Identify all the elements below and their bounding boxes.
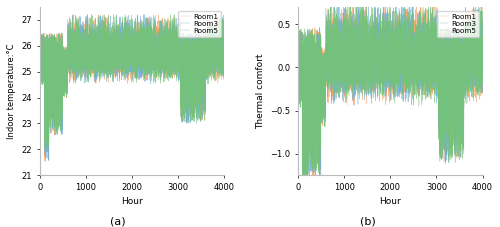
Room3 bbox=[206, 51, 212, 53]
Room3 bbox=[37, 62, 43, 65]
Room3 bbox=[374, 69, 380, 71]
Room1 bbox=[295, 63, 301, 65]
Room3 bbox=[171, 38, 177, 41]
Room1 bbox=[464, 74, 470, 76]
Room5 bbox=[480, 70, 486, 72]
Room5 bbox=[124, 42, 130, 44]
Room5 bbox=[116, 29, 122, 32]
Room3 bbox=[295, 75, 301, 78]
Room3 bbox=[476, 0, 482, 2]
Room5 bbox=[171, 26, 177, 29]
Room1 bbox=[171, 50, 177, 53]
Legend: Room1, Room3, Room5: Room1, Room3, Room5 bbox=[436, 11, 479, 37]
Room3 bbox=[304, 216, 310, 218]
Line: Room3: Room3 bbox=[40, 15, 224, 161]
Room5 bbox=[429, 22, 435, 25]
Room5 bbox=[474, 80, 480, 83]
Room5 bbox=[37, 35, 43, 37]
Room3 bbox=[382, 70, 388, 73]
Line: Room5: Room5 bbox=[298, 0, 482, 218]
Room3 bbox=[474, 46, 480, 49]
Legend: Room1, Room3, Room5: Room1, Room3, Room5 bbox=[178, 11, 220, 37]
Room3 bbox=[124, 47, 130, 49]
Room1 bbox=[347, 0, 353, 1]
Room5 bbox=[84, 13, 90, 16]
Room1 bbox=[374, 76, 380, 79]
Room1 bbox=[382, 59, 388, 62]
Room3 bbox=[116, 43, 122, 45]
Room3 bbox=[372, 83, 378, 86]
Line: Room5: Room5 bbox=[40, 15, 224, 161]
Room1 bbox=[300, 218, 306, 221]
Room5 bbox=[42, 160, 48, 163]
Line: Room3: Room3 bbox=[298, 1, 482, 217]
Room1 bbox=[124, 55, 130, 57]
Room1 bbox=[42, 160, 48, 162]
Room1 bbox=[216, 62, 222, 65]
Room1 bbox=[89, 13, 95, 16]
Room3 bbox=[222, 39, 228, 42]
Room3 bbox=[114, 54, 120, 57]
Room5 bbox=[216, 68, 222, 70]
Room5 bbox=[464, 70, 470, 72]
Room3 bbox=[46, 159, 52, 162]
Room1 bbox=[116, 65, 122, 67]
Room5 bbox=[114, 50, 120, 53]
X-axis label: Hour: Hour bbox=[121, 197, 143, 206]
Text: (b): (b) bbox=[360, 217, 376, 227]
Room1 bbox=[206, 61, 212, 64]
Room3 bbox=[70, 13, 75, 16]
Line: Room1: Room1 bbox=[40, 15, 224, 161]
Room5 bbox=[374, 27, 380, 30]
Room1 bbox=[429, 53, 435, 56]
Room5 bbox=[301, 216, 307, 219]
X-axis label: Hour: Hour bbox=[380, 197, 401, 206]
Room1 bbox=[114, 57, 120, 60]
Room1 bbox=[474, 75, 480, 78]
Room3 bbox=[464, 40, 470, 43]
Room5 bbox=[206, 58, 212, 60]
Room5 bbox=[372, 59, 378, 61]
Room5 bbox=[360, 0, 366, 2]
Room1 bbox=[480, 66, 486, 69]
Room1 bbox=[372, 67, 378, 70]
Y-axis label: Indoor temperature:°C: Indoor temperature:°C bbox=[7, 43, 16, 139]
Room5 bbox=[382, 41, 388, 44]
Room3 bbox=[216, 44, 222, 47]
Room1 bbox=[37, 54, 43, 57]
Room1 bbox=[222, 56, 228, 59]
Line: Room1: Room1 bbox=[298, 0, 482, 219]
Room3 bbox=[429, 17, 435, 20]
Y-axis label: Thermal comfort: Thermal comfort bbox=[256, 53, 264, 129]
Text: (a): (a) bbox=[110, 217, 126, 227]
Room5 bbox=[222, 58, 228, 60]
Room3 bbox=[480, 39, 486, 41]
Room5 bbox=[295, 30, 301, 33]
